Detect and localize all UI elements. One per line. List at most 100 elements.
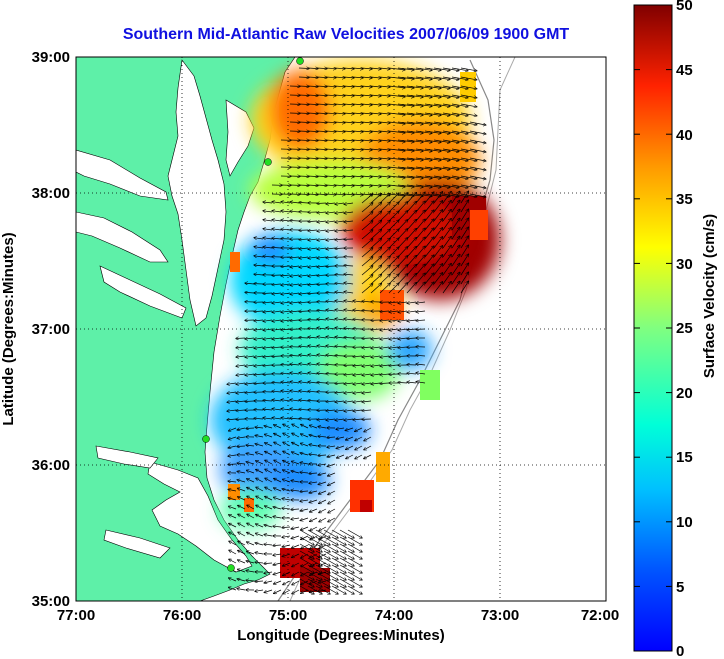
velocity-arrow — [433, 264, 443, 276]
velocity-arrow — [397, 94, 414, 97]
velocity-arrow — [263, 247, 273, 248]
velocity-arrow — [355, 436, 363, 441]
velocity-arrow — [298, 77, 309, 78]
velocity-arrow — [442, 112, 459, 116]
velocity-arrow — [469, 157, 486, 161]
velocity-arrow — [380, 374, 390, 375]
velocity-arrow — [291, 481, 300, 483]
velocity-arrow — [334, 104, 345, 105]
velocity-arrow — [352, 68, 363, 69]
velocity-arrow — [308, 346, 318, 347]
velocity-arrow — [388, 130, 405, 133]
velocity-arrow — [308, 239, 318, 240]
velocity-arrow — [371, 374, 381, 375]
velocity-arrow — [331, 585, 346, 594]
velocity-arrow — [352, 194, 363, 195]
velocity-arrow — [272, 338, 282, 339]
velocity-arrow — [229, 541, 237, 546]
velocity-arrow — [398, 338, 408, 339]
velocity-arrow — [335, 301, 345, 302]
velocity-arrow — [460, 94, 477, 98]
colorbar-tick: 0 — [676, 643, 684, 659]
velocity-arrow — [315, 578, 330, 587]
velocity-arrow — [247, 496, 255, 501]
velocity-arrow — [389, 365, 399, 366]
velocity-arrow — [315, 543, 330, 552]
velocity-arrow — [379, 274, 390, 285]
velocity-arrow — [362, 356, 372, 357]
velocity-arrow — [352, 140, 363, 141]
velocity-arrow — [371, 383, 381, 384]
velocity-arrow — [451, 103, 468, 107]
velocity-arrow — [343, 77, 354, 78]
velocity-arrow — [415, 166, 432, 169]
y-axis-label: Latitude (Degrees:Minutes) — [0, 232, 17, 425]
station-marker — [264, 158, 272, 166]
velocity-arrow — [307, 571, 322, 580]
velocity-arrow — [398, 347, 408, 348]
velocity-arrow — [328, 481, 336, 485]
velocity-arrow — [451, 184, 468, 188]
velocity-arrow — [352, 185, 363, 186]
velocity-arrow — [281, 275, 291, 276]
velocity-arrow — [245, 338, 255, 339]
velocity-arrow — [310, 526, 318, 531]
velocity-arrow — [424, 94, 441, 97]
velocity-arrow — [283, 433, 291, 438]
velocity-arrow — [247, 470, 255, 474]
velocity-arrow — [256, 487, 264, 492]
velocity-arrow — [227, 401, 237, 402]
velocity-arrow — [290, 382, 300, 383]
velocity-arrow — [298, 149, 309, 150]
velocity-arrow — [415, 210, 425, 222]
velocity-arrow — [317, 355, 327, 356]
velocity-arrow — [352, 86, 363, 87]
velocity-arrow — [460, 175, 477, 179]
velocity-arrow — [388, 85, 405, 88]
velocity-arrow — [263, 293, 273, 294]
velocity-arrow — [326, 239, 336, 240]
velocity-arrow — [272, 409, 282, 410]
velocity-arrow — [307, 68, 318, 69]
velocity-arrow — [298, 95, 309, 96]
velocity-arrow — [362, 301, 372, 302]
velocity-arrow — [254, 311, 264, 312]
velocity-arrow — [307, 95, 318, 96]
velocity-arrow — [460, 166, 477, 170]
velocity-arrow — [316, 95, 327, 96]
velocity-arrow — [292, 443, 300, 447]
velocity-arrow — [227, 383, 237, 384]
velocity-arrow — [379, 185, 390, 186]
velocity-arrow — [451, 139, 468, 143]
velocity-arrow — [451, 272, 460, 285]
velocity-arrow — [238, 541, 246, 546]
velocity-arrow — [442, 166, 459, 170]
velocity-arrow — [228, 436, 237, 439]
velocity-arrow — [343, 122, 354, 123]
velocity-arrow — [292, 589, 300, 594]
velocity-arrow — [254, 365, 264, 366]
velocity-arrow — [397, 103, 414, 106]
velocity-arrow — [415, 237, 425, 249]
velocity-arrow — [299, 571, 314, 580]
velocity-arrow — [317, 230, 327, 231]
velocity-arrow — [345, 427, 354, 431]
velocity-arrow — [274, 425, 282, 429]
velocity-arrow — [290, 373, 300, 374]
velocity-arrow — [326, 203, 336, 204]
velocity-arrow — [272, 383, 282, 384]
velocity-arrow — [236, 356, 246, 357]
velocity-arrow — [344, 383, 354, 384]
velocity-arrow — [398, 320, 408, 321]
velocity-arrow — [451, 281, 460, 294]
velocity-arrow — [343, 158, 354, 159]
velocity-arrow — [236, 383, 246, 384]
velocity-arrow — [361, 149, 372, 150]
velocity-arrow — [309, 499, 318, 503]
velocity-arrow — [389, 311, 399, 312]
velocity-arrow — [229, 515, 237, 519]
velocity-arrow — [406, 238, 416, 249]
velocity-arrow — [301, 526, 309, 530]
velocity-arrow — [299, 202, 309, 203]
velocity-arrow — [326, 230, 336, 231]
